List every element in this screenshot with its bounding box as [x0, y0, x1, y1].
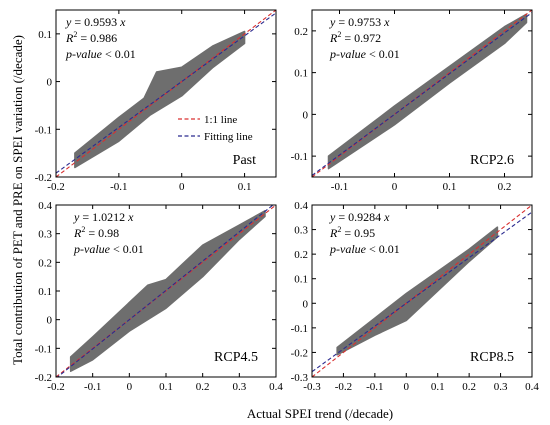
x-tick-label: -0.2 [47, 381, 64, 393]
y-tick-label: 0.2 [294, 249, 308, 261]
panel-rcp26: -0.1 0 0.1 0.2 -0.1 0 0.1 0.2 y = 0.9753 xR2 = 0… [291, 9, 533, 193]
p-value-label: p-value < 0.01 [73, 242, 144, 256]
panel-rcp85: -0.3 -0.2 -0.1 0 0.1 0.2 0.3 0.4 -0.3 -0.2 -0.1 0 0.… [291, 200, 540, 393]
x-tick-label: 0 [127, 381, 133, 393]
equation-label: y = 0.9753 x [329, 15, 390, 29]
panel-label: RCP4.5 [214, 350, 258, 365]
p-value-label: p-value < 0.01 [65, 47, 136, 61]
x-tick-label: 0.2 [462, 381, 476, 393]
x-tick-label: -0.1 [110, 181, 127, 193]
r-squared-label: R2 = 0.98 [73, 225, 119, 240]
x-tick-label: -0.2 [335, 381, 352, 393]
x-tick-label: 0.1 [443, 181, 457, 193]
plot-frame [311, 9, 533, 178]
y-tick-label: 0.3 [38, 229, 52, 241]
x-tick-label: 0 [392, 181, 398, 193]
x-tick-label: -0.1 [366, 381, 383, 393]
y-tick-label: -0.1 [35, 124, 52, 136]
legend: 1:1 line Fitting line [178, 114, 253, 143]
y-tick-label: 0 [303, 109, 309, 121]
y-tick-label: 0 [47, 315, 53, 327]
p-value-label: p-value < 0.01 [329, 47, 400, 61]
fitting-line [56, 205, 274, 377]
equation-label: y = 0.9284 x [329, 210, 390, 224]
r-squared-label: R2 = 0.986 [65, 30, 117, 45]
panel-label: RCP2.6 [470, 153, 514, 168]
x-tick-label: 0.1 [238, 181, 252, 193]
x-axis-label: Actual SPEI trend (/decade) [247, 406, 393, 421]
y-tick-label: 0.4 [38, 200, 52, 212]
y-tick-label: -0.2 [35, 172, 52, 184]
y-tick-label: 0.2 [38, 257, 52, 269]
fitting-line [312, 12, 532, 176]
panel-label: Past [233, 153, 256, 168]
y-tick-label: -0.3 [291, 372, 309, 384]
legend-label: 1:1 line [204, 114, 237, 126]
y-tick-label: 0.2 [294, 26, 308, 38]
x-tick-label: 0.1 [159, 381, 173, 393]
x-tick-label: 0.3 [494, 381, 508, 393]
y-axis-label: Total contribution of PET and PRE on SPE… [10, 35, 25, 365]
x-tick-label: -0.3 [303, 381, 321, 393]
y-tick-label: 0.1 [38, 286, 52, 298]
one-to-one-line [56, 10, 276, 177]
r-squared-label: R2 = 0.972 [329, 30, 381, 45]
y-tick-label: -0.1 [291, 323, 308, 335]
y-tick-label: -0.1 [35, 343, 52, 355]
y-tick-label: 0.4 [294, 200, 308, 212]
x-tick-label: 0.2 [196, 381, 210, 393]
plot-frame [311, 204, 533, 378]
x-tick-label: 0.4 [525, 381, 539, 393]
plot-frame [55, 9, 277, 178]
x-tick-label: -0.1 [331, 181, 348, 193]
scatter-cloud [327, 13, 528, 170]
y-tick-label: -0.1 [291, 151, 308, 163]
panel-rcp45: -0.2 -0.1 0 0.1 0.2 0.3 0.4 -0.2 -0.1 0 0.1 0.2 0.3 0… [35, 200, 284, 393]
x-tick-label: 0.4 [269, 381, 283, 393]
panel-past: -0.2 -0.1 0 0.1 -0.2 -0.1 0 0.1 y = 0.9593 xR2 =… [35, 9, 277, 193]
x-tick-label: 0.2 [498, 181, 512, 193]
legend-label: Fitting line [204, 131, 253, 143]
r-squared-label: R2 = 0.95 [329, 225, 375, 240]
x-tick-label: 0 [179, 181, 185, 193]
y-tick-label: 0 [47, 77, 53, 89]
y-tick-label: 0.1 [294, 274, 308, 286]
x-tick-label: 0 [404, 381, 410, 393]
y-tick-label: 0.3 [294, 225, 308, 237]
y-tick-label: 0.1 [294, 68, 308, 80]
x-tick-label: -0.1 [84, 381, 101, 393]
p-value-label: p-value < 0.01 [329, 242, 400, 256]
panel-label: RCP8.5 [470, 350, 514, 365]
x-tick-label: -0.2 [47, 181, 64, 193]
y-tick-label: -0.2 [35, 372, 52, 384]
y-tick-label: -0.2 [291, 347, 308, 359]
x-tick-label: 0.1 [431, 381, 445, 393]
y-tick-label: 0.1 [38, 29, 52, 41]
x-tick-label: 0.3 [232, 381, 246, 393]
one-to-one-line [312, 205, 532, 377]
equation-label: y = 0.9593 x [65, 15, 126, 29]
equation-label: y = 1.0212 x [73, 210, 134, 224]
y-tick-label: 0 [303, 298, 309, 310]
